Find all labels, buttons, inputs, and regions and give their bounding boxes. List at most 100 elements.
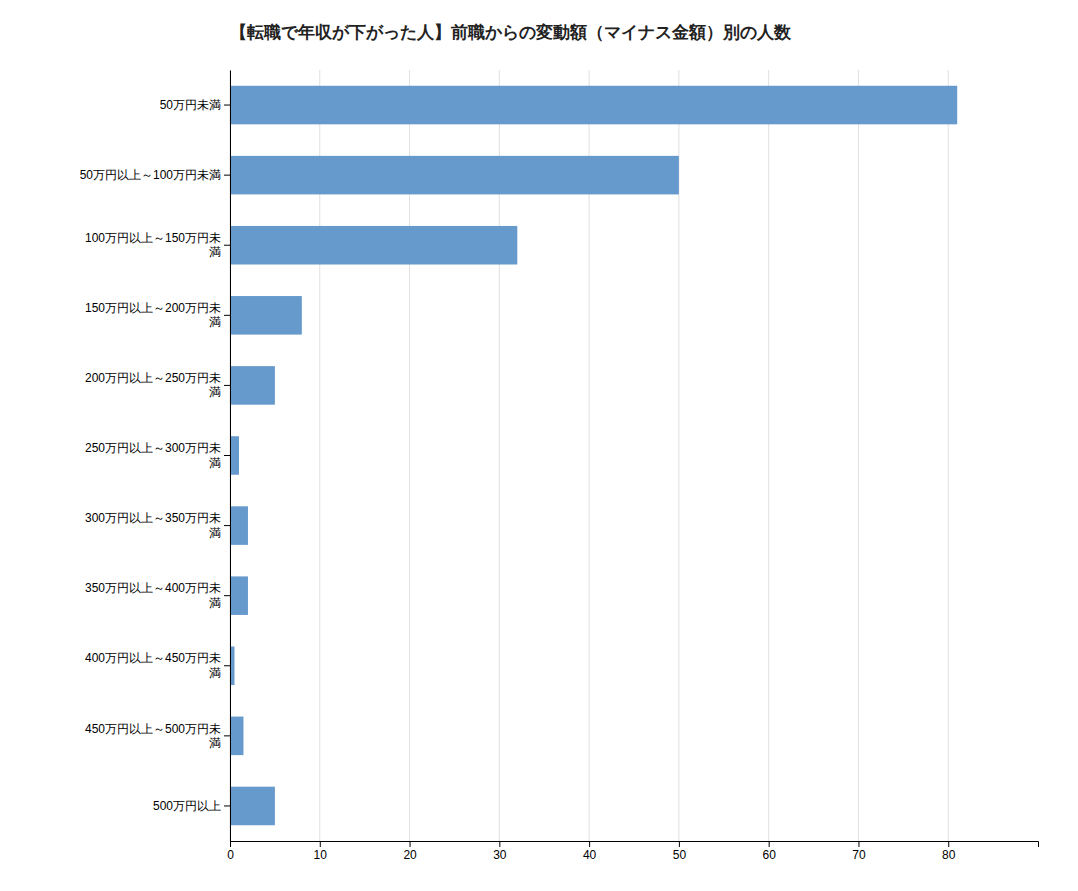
tick-label-line: 満 — [209, 526, 221, 540]
tick-label-line: 満 — [209, 596, 221, 610]
tick-mark — [224, 665, 230, 666]
tick: 20 — [403, 841, 417, 862]
tick-label-line: 満 — [209, 666, 221, 680]
tick-mark — [230, 841, 231, 847]
tick-label: 10 — [314, 848, 328, 862]
tick: 50 — [673, 841, 687, 862]
tick-label: 0 — [227, 848, 234, 862]
bar — [230, 506, 248, 545]
tick-mark — [224, 385, 230, 386]
tick-label-line: 150万円以上～200万円未 — [85, 301, 221, 315]
x-axis: 0 10 20 30 40 50 60 70 80 — [227, 841, 1038, 862]
tick-mark — [224, 595, 230, 596]
tick-label: 70 — [852, 848, 866, 862]
tick-label: 50万円未満 — [160, 98, 221, 112]
tick-label-line: 満 — [209, 736, 221, 750]
tick: 30 — [493, 841, 507, 862]
tick-mark — [499, 841, 500, 847]
tick: 450万円以上～500万円未満 — [85, 722, 230, 750]
bar — [230, 86, 957, 125]
tick-label: 150万円以上～200万円未満 — [85, 301, 221, 329]
tick-mark — [224, 805, 230, 806]
tick-mark — [224, 455, 230, 456]
tick-mark — [224, 245, 230, 246]
axis-line — [230, 71, 231, 842]
tick-label-line: 500万円以上 — [153, 799, 221, 813]
bar — [230, 296, 302, 335]
tick-mark — [224, 105, 230, 106]
tick-label: 30 — [493, 848, 507, 862]
bar — [230, 436, 239, 475]
tick: 80 — [942, 841, 956, 862]
tick-label: 400万円以上～450万円未満 — [85, 651, 221, 679]
tick-label-line: 350万円以上～400万円未 — [85, 581, 221, 595]
tick-label-line: 満 — [209, 315, 221, 329]
tick-mark — [679, 841, 680, 847]
tick-mark — [410, 841, 411, 847]
tick-label: 80 — [942, 848, 956, 862]
tick-label: 350万円以上～400万円未満 — [85, 581, 221, 609]
tick-label: 40 — [583, 848, 597, 862]
tick-mark — [948, 841, 949, 847]
tick-label-line: 50万円未満 — [160, 98, 221, 112]
tick-label: 500万円以上 — [153, 799, 221, 813]
tick-label: 250万円以上～300万円未満 — [85, 441, 221, 469]
bar — [230, 156, 679, 195]
tick-mark — [224, 525, 230, 526]
grid — [230, 70, 948, 841]
plot: 0 10 20 30 40 50 60 70 80 50万円未満 50万円以上～100万円未満 100… — [80, 70, 1039, 862]
tick: 40 — [583, 841, 597, 862]
tick-mark — [224, 175, 230, 176]
tick-mark — [224, 315, 230, 316]
axis-line — [231, 842, 1039, 848]
bars — [230, 86, 957, 825]
tick-label: 60 — [762, 848, 776, 862]
tick-label: 200万円以上～250万円未満 — [85, 371, 221, 399]
bar — [230, 226, 517, 265]
tick: 50万円未満 — [160, 98, 230, 112]
tick-mark — [858, 841, 859, 847]
tick-label-line: 満 — [209, 245, 221, 259]
title: 【転職で年収が下がった人】前職からの変動額（マイナス金額）別の人数 — [230, 22, 792, 42]
tick-label-line: 400万円以上～450万円未 — [85, 651, 221, 665]
tick: 350万円以上～400万円未満 — [85, 581, 230, 609]
tick: 400万円以上～450万円未満 — [85, 651, 230, 679]
tick-label-line: 満 — [209, 385, 221, 399]
grid-line — [858, 70, 859, 841]
tick-label-line: 100万円以上～150万円未 — [85, 231, 221, 245]
tick: 0 — [227, 841, 234, 862]
tick: 250万円以上～300万円未満 — [85, 441, 230, 469]
tick-label-line: 50万円以上～100万円未満 — [80, 168, 221, 182]
tick: 60 — [762, 841, 776, 862]
tick-label: 50万円以上～100万円未満 — [80, 168, 221, 182]
chart: 0 10 20 30 40 50 60 70 80 50万円未満 50万円以上～100万円未満 100… — [0, 0, 1078, 891]
tick: 300万円以上～350万円未満 — [85, 511, 230, 539]
tick-label-line: 450万円以上～500万円未 — [85, 722, 221, 736]
tick-mark — [769, 841, 770, 847]
tick: 200万円以上～250万円未満 — [85, 371, 230, 399]
tick-label: 300万円以上～350万円未満 — [85, 511, 221, 539]
tick-label: 20 — [403, 848, 417, 862]
tick: 70 — [852, 841, 866, 862]
tick-label: 100万円以上～150万円未満 — [85, 231, 221, 259]
y-axis: 50万円未満50万円以上～100万円未満100万円以上～150万円未満150万円… — [80, 71, 231, 842]
tick: 500万円以上 — [153, 799, 230, 813]
tick: 10 — [314, 841, 328, 862]
tick-label: 450万円以上～500万円未満 — [85, 722, 221, 750]
tick-label-line: 200万円以上～250万円未 — [85, 371, 221, 385]
tick: 150万円以上～200万円未満 — [85, 301, 230, 329]
bar — [230, 787, 275, 826]
grid-line — [768, 70, 769, 841]
tick-mark — [589, 841, 590, 847]
grid-line — [948, 70, 949, 841]
tick-label: 50 — [673, 848, 687, 862]
tick-label-line: 満 — [209, 456, 221, 470]
bar — [230, 366, 275, 405]
bar — [230, 576, 248, 615]
tick: 50万円以上～100万円未満 — [80, 168, 230, 182]
tick-mark — [320, 841, 321, 847]
tick-label-line: 250万円以上～300万円未 — [85, 441, 221, 455]
tick: 100万円以上～150万円未満 — [85, 231, 230, 259]
tick-label-line: 300万円以上～350万円未 — [85, 511, 221, 525]
bar — [230, 717, 243, 756]
